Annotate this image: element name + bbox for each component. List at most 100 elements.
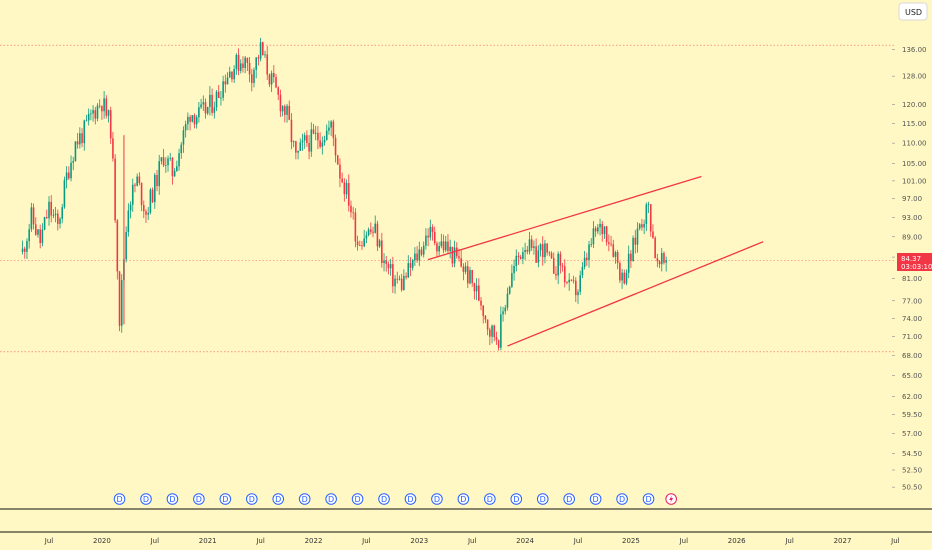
dividend-circle[interactable] (113, 493, 126, 505)
time-tick-label: Jul (679, 537, 689, 545)
candle-body (583, 257, 586, 267)
dividend-circle[interactable] (589, 493, 602, 505)
candle-body (605, 226, 608, 243)
currency-button-box[interactable] (898, 2, 928, 21)
candle-body (76, 141, 79, 145)
candle-body (508, 286, 511, 294)
candle-body (37, 229, 39, 235)
candle-body (273, 73, 275, 78)
candle-body (632, 237, 634, 262)
dividend-circle[interactable] (536, 493, 549, 505)
price-tick-label: 136.00 (902, 46, 927, 54)
time-tick-label: 2024 (516, 537, 534, 545)
candle-body (312, 129, 315, 134)
candle-body (475, 285, 478, 292)
candle-body (621, 272, 623, 281)
trend-channel[interactable] (427, 175, 764, 347)
current-price-label: 84.37 03:03:10 (897, 253, 932, 271)
candle-body (555, 273, 557, 276)
candle-body (129, 204, 132, 211)
dividend-circle[interactable] (193, 493, 205, 505)
candle-body (131, 184, 134, 205)
candle-body (264, 54, 266, 56)
dividend-label: D (328, 495, 334, 504)
dividend-marker[interactable]: D (642, 493, 655, 505)
candle-body (224, 81, 227, 85)
dividend-circle[interactable] (642, 493, 655, 505)
candle-body (253, 69, 255, 83)
dividend-label: D (381, 495, 387, 504)
candle-body (295, 141, 297, 153)
dividend-marker[interactable]: D (140, 493, 152, 505)
price-tick-label: 115.00 (902, 120, 927, 128)
candle-body (204, 102, 207, 114)
dividend-circle[interactable] (457, 493, 470, 505)
dividend-marker[interactable]: D (351, 493, 364, 505)
candle-body (394, 278, 396, 287)
lightning-icon[interactable] (665, 493, 677, 505)
candle-body (233, 68, 235, 80)
dividend-circle[interactable] (272, 493, 285, 505)
candle-body (26, 241, 28, 252)
currency-label: USD (905, 8, 922, 17)
candle-body (96, 105, 99, 119)
candle-body (625, 272, 628, 284)
dividend-marker[interactable]: D (484, 493, 496, 505)
dividend-marker[interactable]: D (536, 493, 549, 505)
candle-body (136, 176, 138, 186)
dividend-circle[interactable] (404, 493, 417, 505)
candle-body (524, 249, 526, 253)
candle-body (142, 205, 145, 212)
dividend-circle[interactable] (140, 493, 152, 505)
price-tick-label: 105.00 (902, 160, 927, 168)
candle-body (244, 57, 246, 68)
dividend-circle[interactable] (351, 493, 364, 505)
dividend-marker[interactable]: D (272, 493, 285, 505)
dividend-marker[interactable]: D (378, 493, 390, 505)
dividend-marker[interactable]: D (589, 493, 602, 505)
dividend-circle[interactable] (378, 493, 390, 505)
dividend-marker[interactable]: D (166, 493, 179, 505)
dividend-label: D (513, 495, 519, 504)
lightning-glyph (669, 495, 674, 503)
candle-body (101, 106, 103, 112)
candle-body (358, 245, 361, 247)
dividend-marker[interactable]: D (325, 493, 337, 505)
dividend-marker[interactable]: D (457, 493, 470, 505)
dividend-circle[interactable] (510, 493, 523, 505)
dividend-marker[interactable]: D (616, 493, 628, 505)
candle-body (200, 104, 202, 108)
candle-body (32, 207, 35, 225)
dividend-circle[interactable] (219, 493, 232, 505)
dividend-marker[interactable]: D (298, 493, 311, 505)
dividend-marker[interactable]: D (510, 493, 523, 505)
channel-line[interactable] (507, 241, 764, 347)
price-tick-label: 52.50 (902, 466, 922, 474)
dividend-label: D (434, 495, 440, 504)
dividend-circle[interactable] (166, 493, 179, 505)
dividend-circle[interactable] (245, 493, 258, 505)
time-axis[interactable]: Jul 2020 Jul 2021 Jul 2022 Jul 2023 Jul 2024 Jul 20… (0, 508, 932, 545)
candle-body (182, 130, 185, 145)
dividend-marker[interactable]: D (219, 493, 232, 505)
dividend-marker[interactable]: D (563, 493, 575, 505)
dividend-marker[interactable]: D (431, 493, 443, 505)
dividend-circle[interactable] (298, 493, 311, 505)
candle-body (619, 263, 621, 281)
candle-body (577, 291, 579, 296)
dividend-circle[interactable] (616, 493, 628, 505)
dividend-marker[interactable]: D (245, 493, 258, 505)
currency-button[interactable]: USD (898, 2, 928, 21)
candle-body (616, 252, 619, 264)
dividend-circle[interactable] (431, 493, 443, 505)
candle-body (557, 253, 559, 276)
dividend-circle[interactable] (484, 493, 496, 505)
candle-body (500, 314, 502, 348)
channel-line[interactable] (427, 175, 702, 261)
dividend-marker[interactable]: D (113, 493, 126, 505)
dividend-marker[interactable]: D (404, 493, 417, 505)
dividend-marker[interactable]: D (193, 493, 205, 505)
dividend-circle[interactable] (325, 493, 337, 505)
dividend-circle[interactable] (563, 493, 575, 505)
